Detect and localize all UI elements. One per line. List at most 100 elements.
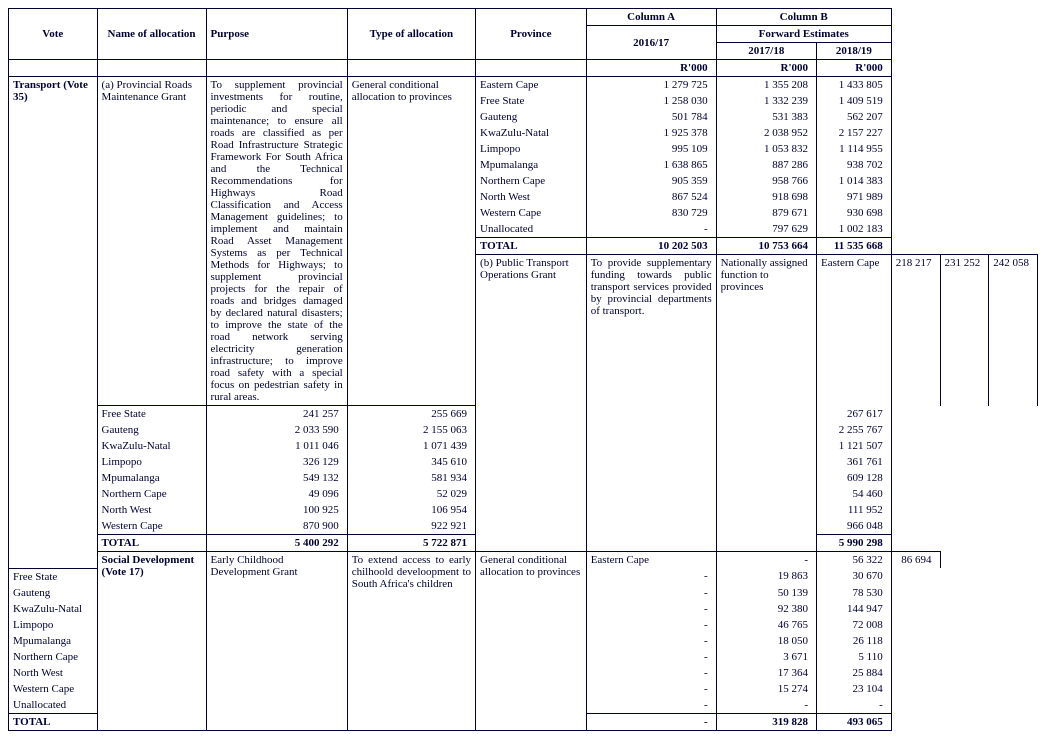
total-label: TOTAL: [476, 238, 587, 255]
allocation-purpose: To supplement provincial investments for…: [206, 77, 347, 406]
header-year-1: 2016/17: [586, 26, 716, 60]
province-cell: KwaZulu-Natal: [476, 125, 587, 141]
province-cell: Unallocated: [476, 221, 587, 238]
total-label: TOTAL: [9, 713, 98, 730]
value-cell: 549 132: [206, 470, 347, 486]
value-cell: 46 765: [716, 617, 816, 633]
value-cell: 938 702: [817, 157, 892, 173]
value-cell: -: [716, 697, 816, 714]
value-cell: 49 096: [206, 486, 347, 502]
value-cell: 72 008: [817, 617, 892, 633]
value-cell: 23 104: [817, 681, 892, 697]
value-cell: 106 954: [347, 502, 475, 518]
value-cell: 918 698: [716, 189, 816, 205]
total-value: 11 535 668: [817, 238, 892, 255]
value-cell: -: [586, 585, 716, 601]
value-cell: 830 729: [586, 205, 716, 221]
province-cell: Gauteng: [97, 422, 206, 438]
header-year-2: 2017/18: [716, 43, 816, 60]
value-cell: 1 433 805: [817, 77, 892, 94]
header-forward: Forward Estimates: [716, 26, 891, 43]
total-value: 319 828: [716, 713, 816, 730]
value-cell: -: [586, 221, 716, 238]
allocation-name: (b) Public Transport Operations Grant: [476, 255, 587, 552]
province-cell: Western Cape: [476, 205, 587, 221]
province-cell: Eastern Cape: [586, 552, 716, 569]
table-row: Social Development (Vote 17)Early Childh…: [9, 552, 1038, 569]
value-cell: 326 129: [206, 454, 347, 470]
value-cell: 255 669: [347, 406, 475, 423]
value-cell: -: [817, 697, 892, 714]
header-purpose: Purpose: [206, 9, 347, 60]
unit-3: R'000: [817, 60, 892, 77]
allocation-name: (a) Provincial Roads Maintenance Grant: [97, 77, 206, 406]
allocation-name: Early Childhood Development Grant: [206, 552, 347, 731]
header-province: Province: [476, 9, 587, 60]
header-year-3: 2018/19: [817, 43, 892, 60]
value-cell: 971 989: [817, 189, 892, 205]
total-value: 5 990 298: [817, 535, 892, 552]
value-cell: -: [586, 697, 716, 714]
allocation-purpose: To extend access to early chilhoold deve…: [347, 552, 475, 731]
value-cell: -: [586, 665, 716, 681]
province-cell: Limpopo: [9, 617, 98, 633]
province-cell: Mpumalanga: [97, 470, 206, 486]
value-cell: 2 157 227: [817, 125, 892, 141]
value-cell: 2 038 952: [716, 125, 816, 141]
value-cell: -: [586, 633, 716, 649]
value-cell: 887 286: [716, 157, 816, 173]
allocation-type: General conditional allocation to provin…: [476, 552, 587, 731]
value-cell: 2 255 767: [817, 422, 892, 438]
total-label: TOTAL: [97, 535, 206, 552]
value-cell: 879 671: [716, 205, 816, 221]
value-cell: 562 207: [817, 109, 892, 125]
value-cell: 361 761: [817, 454, 892, 470]
value-cell: 52 029: [347, 486, 475, 502]
value-cell: 242 058: [989, 255, 1038, 406]
value-cell: 18 050: [716, 633, 816, 649]
vote-cell: Social Development (Vote 17): [97, 552, 206, 731]
total-value: 5 722 871: [347, 535, 475, 552]
value-cell: 1 638 865: [586, 157, 716, 173]
header-name: Name of allocation: [97, 9, 206, 60]
value-cell: -: [586, 617, 716, 633]
value-cell: 267 617: [817, 406, 892, 423]
unit-2: R'000: [716, 60, 816, 77]
province-cell: Gauteng: [9, 585, 98, 601]
province-cell: Limpopo: [97, 454, 206, 470]
value-cell: 867 524: [586, 189, 716, 205]
value-cell: 241 257: [206, 406, 347, 423]
province-cell: Mpumalanga: [476, 157, 587, 173]
province-cell: Unallocated: [9, 697, 98, 714]
value-cell: 1 002 183: [817, 221, 892, 238]
province-cell: Gauteng: [476, 109, 587, 125]
value-cell: 5 110: [817, 649, 892, 665]
total-value: 5 400 292: [206, 535, 347, 552]
table-row: Transport (Vote 35)(a) Provincial Roads …: [9, 77, 1038, 94]
allocation-purpose: To provide supplementary funding towards…: [586, 255, 716, 552]
value-cell: 1 121 507: [817, 438, 892, 454]
province-cell: KwaZulu-Natal: [9, 601, 98, 617]
value-cell: -: [716, 552, 816, 569]
allocation-type: General conditional allocation to provin…: [347, 77, 475, 406]
header-col-b: Column B: [716, 9, 891, 26]
province-cell: Western Cape: [97, 518, 206, 535]
value-cell: 1 925 378: [586, 125, 716, 141]
province-cell: North West: [97, 502, 206, 518]
province-cell: Northern Cape: [476, 173, 587, 189]
value-cell: 17 364: [716, 665, 816, 681]
value-cell: 231 252: [940, 255, 989, 406]
province-cell: Free State: [476, 93, 587, 109]
value-cell: 345 610: [347, 454, 475, 470]
unit-1: R'000: [586, 60, 716, 77]
province-cell: Free State: [97, 406, 206, 423]
value-cell: 1 114 955: [817, 141, 892, 157]
vote-cell: Transport (Vote 35): [9, 77, 98, 569]
value-cell: 218 217: [891, 255, 940, 406]
value-cell: 609 128: [817, 470, 892, 486]
value-cell: 1 355 208: [716, 77, 816, 94]
value-cell: 1 279 725: [586, 77, 716, 94]
value-cell: 78 530: [817, 585, 892, 601]
value-cell: 144 947: [817, 601, 892, 617]
province-cell: Northern Cape: [97, 486, 206, 502]
